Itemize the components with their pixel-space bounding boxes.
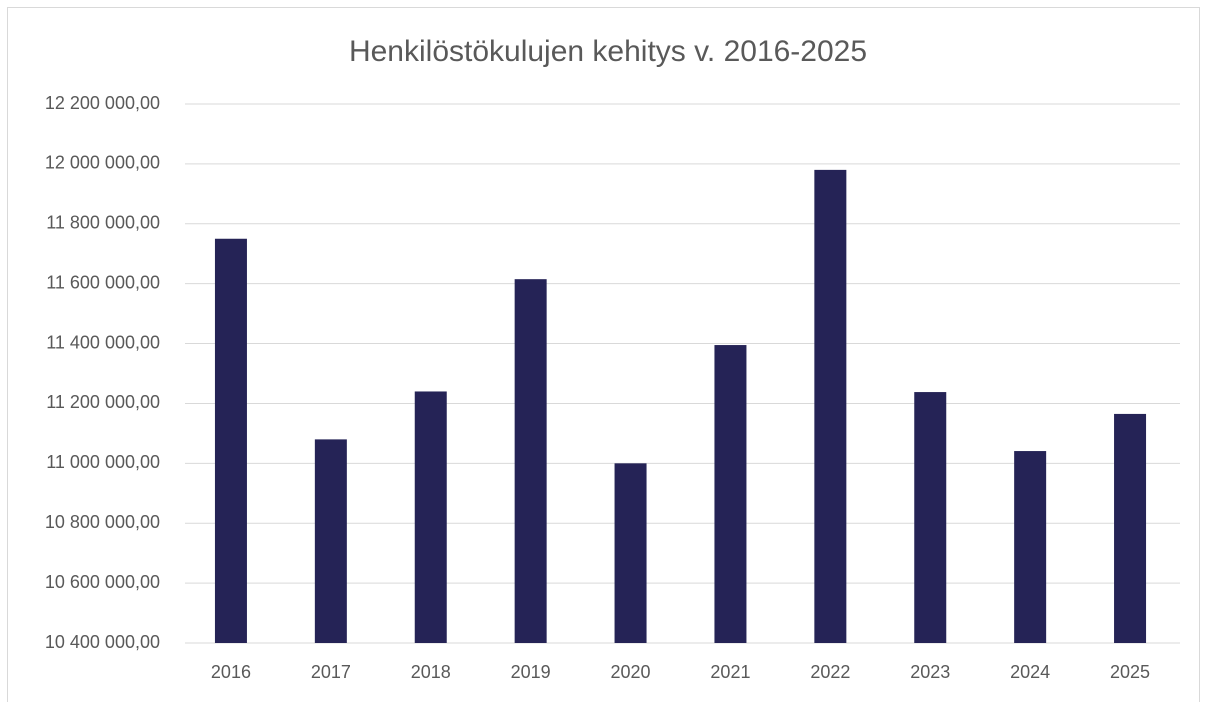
bar bbox=[714, 345, 747, 643]
bar bbox=[1014, 451, 1047, 643]
y-tick-label: 11 800 000,00 bbox=[46, 213, 160, 233]
y-tick-label: 11 600 000,00 bbox=[46, 272, 160, 292]
bar bbox=[314, 439, 347, 643]
x-tick-label: 2017 bbox=[311, 662, 351, 682]
x-tick-label: 2018 bbox=[411, 662, 451, 682]
y-tick-label: 11 200 000,00 bbox=[46, 392, 160, 412]
y-tick-label: 11 000 000,00 bbox=[46, 452, 160, 472]
y-tick-label: 11 400 000,00 bbox=[46, 332, 160, 352]
x-tick-label: 2021 bbox=[710, 662, 750, 682]
x-tick-label: 2023 bbox=[910, 662, 950, 682]
x-tick-label: 2016 bbox=[211, 662, 251, 682]
x-tick-label: 2024 bbox=[1010, 662, 1050, 682]
x-tick-label: 2020 bbox=[611, 662, 651, 682]
y-tick-label: 12 200 000,00 bbox=[45, 93, 160, 113]
bar bbox=[214, 238, 247, 643]
bar bbox=[514, 279, 547, 643]
chart-title: Henkilöstökulujen kehitys v. 2016-2025 bbox=[349, 35, 867, 68]
x-tick-label: 2025 bbox=[1110, 662, 1150, 682]
x-tick-label: 2022 bbox=[810, 662, 850, 682]
y-tick-label: 12 000 000,00 bbox=[45, 153, 160, 173]
bar bbox=[614, 463, 647, 643]
chart-border bbox=[7, 7, 1200, 702]
y-tick-label: 10 400 000,00 bbox=[45, 632, 160, 652]
bar bbox=[1114, 413, 1147, 643]
bar bbox=[414, 391, 447, 643]
y-tick-label: 10 800 000,00 bbox=[45, 512, 160, 532]
bar bbox=[914, 392, 947, 643]
x-tick-label: 2019 bbox=[511, 662, 551, 682]
y-tick-label: 10 600 000,00 bbox=[45, 572, 160, 592]
bar bbox=[814, 169, 847, 643]
